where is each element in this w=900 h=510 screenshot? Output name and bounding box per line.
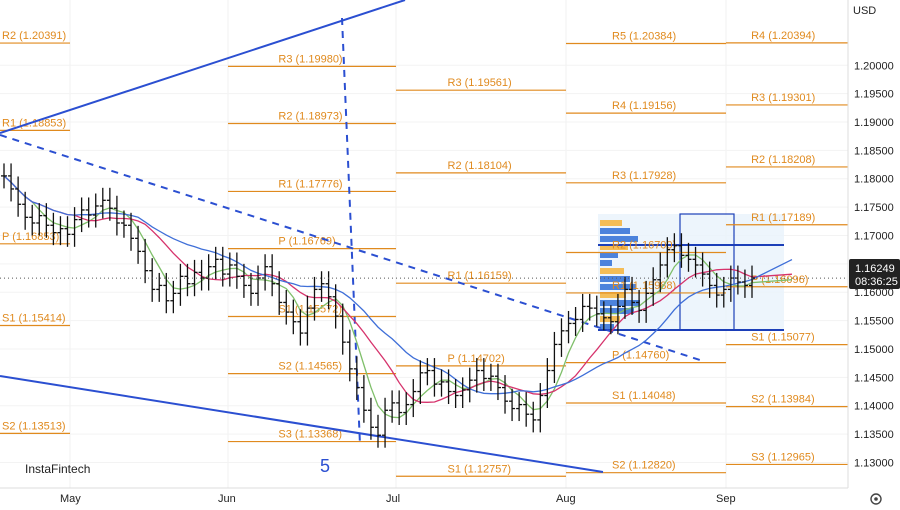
upper-trendline[interactable] [0, 0, 406, 134]
price-tick-8: 1.16000 [854, 287, 894, 299]
descending-dashed-trendline[interactable] [0, 134, 701, 361]
trend-lines[interactable] [0, 0, 701, 473]
pivot-label-19: R3 (1.17928) [612, 170, 676, 182]
month-tick-may: May [60, 493, 81, 505]
pivot-label-32: S3 (1.12965) [751, 451, 815, 463]
pivot-label-17: R5 (1.20384) [612, 30, 676, 42]
price-tick-14: 1.13000 [854, 457, 894, 469]
moving-averages [3, 175, 793, 419]
price-tick-12: 1.14000 [854, 401, 894, 413]
ma-fast-line [3, 175, 793, 419]
currency-selector[interactable] [849, 0, 900, 20]
price-tick-10: 1.15000 [854, 344, 894, 356]
price-tick-11: 1.14500 [854, 372, 894, 384]
pivot-label-4: S2 (1.13513) [2, 420, 66, 432]
pivot-label-12: R3 (1.19561) [448, 77, 512, 89]
pivot-label-28: R1 (1.17189) [751, 212, 815, 224]
pivot-label-6: R2 (1.18973) [278, 111, 342, 123]
month-tick-jul: Jul [386, 493, 400, 505]
pivot-label-9: S1 (1.15572) [278, 304, 342, 316]
watermark-logo: InstaFintech [25, 462, 90, 476]
price-tick-1: 1.19500 [854, 89, 894, 101]
price-tick-2: 1.19000 [854, 117, 894, 129]
ma-mid-line [3, 175, 793, 403]
price-tick-4: 1.18000 [854, 174, 894, 186]
price-tick-13: 1.13500 [854, 429, 894, 441]
current-price-value: 1.16249 [855, 263, 895, 275]
pivot-label-18: R4 (1.19156) [612, 100, 676, 112]
countdown-timer: 08:36:25 [855, 276, 898, 288]
pivot-label-0: R2 (1.20391) [2, 30, 66, 42]
pivot-label-3: S1 (1.15414) [2, 312, 66, 324]
pivot-label-7: R1 (1.17776) [278, 178, 342, 190]
month-tick-jun: Jun [218, 493, 236, 505]
current-price-badge: 1.16249 08:36:25 [849, 259, 900, 289]
pivot-levels: R2 (1.20391) R1 (1.18853) P (1.16853) S1 (1… [0, 30, 848, 477]
pivot-label-31: S2 (1.13984) [751, 394, 815, 406]
ohlc-bars [1, 163, 755, 448]
pivot-label-14: R1 (1.16159) [448, 270, 512, 282]
price-axis[interactable]: USD 1.20000 1.19500 1.19000 1.18500 1.18000 1… [847, 0, 900, 488]
pivot-label-24: S2 (1.12820) [612, 460, 676, 472]
lower-trendline[interactable] [0, 375, 604, 473]
price-tick-9: 1.15500 [854, 316, 894, 328]
pivot-label-13: R2 (1.18104) [448, 160, 512, 172]
ma-slow-line [3, 175, 793, 395]
pivot-label-11: S3 (1.13368) [278, 429, 342, 441]
grid [0, 0, 848, 488]
settings-icon[interactable] [870, 493, 882, 505]
wave-label: 5 [320, 456, 330, 476]
pivot-label-10: S2 (1.14565) [278, 361, 342, 373]
pivot-label-8: P (1.16769) [278, 236, 335, 248]
pivot-label-5: R3 (1.19980) [278, 53, 342, 65]
currency-label[interactable]: USD [853, 5, 876, 17]
pivot-label-25: R4 (1.20394) [751, 30, 815, 42]
pivot-label-27: R2 (1.18208) [751, 154, 815, 166]
pivot-label-30: S1 (1.15077) [751, 332, 815, 344]
month-tick-aug: Aug [556, 493, 576, 505]
month-tick-sep: Sep [716, 493, 736, 505]
price-tick-3: 1.18500 [854, 145, 894, 157]
pivot-label-26: R3 (1.19301) [751, 92, 815, 104]
pivot-label-23: S1 (1.14048) [612, 390, 676, 402]
pivot-label-20: R2 (1.16700) [612, 240, 676, 252]
price-tick-5: 1.17500 [854, 202, 894, 214]
volume-profile [598, 213, 784, 331]
pivot-label-1: R1 (1.18853) [2, 117, 66, 129]
pivot-label-16: S1 (1.12757) [448, 463, 512, 475]
pivot-label-29: P (1.16096) [751, 274, 808, 286]
pivot-label-2: P (1.16853) [2, 231, 59, 243]
time-axis[interactable]: May Jun Jul Aug Sep [0, 487, 900, 510]
price-tick-0: 1.20000 [854, 60, 894, 72]
price-tick-6: 1.17000 [854, 230, 894, 242]
